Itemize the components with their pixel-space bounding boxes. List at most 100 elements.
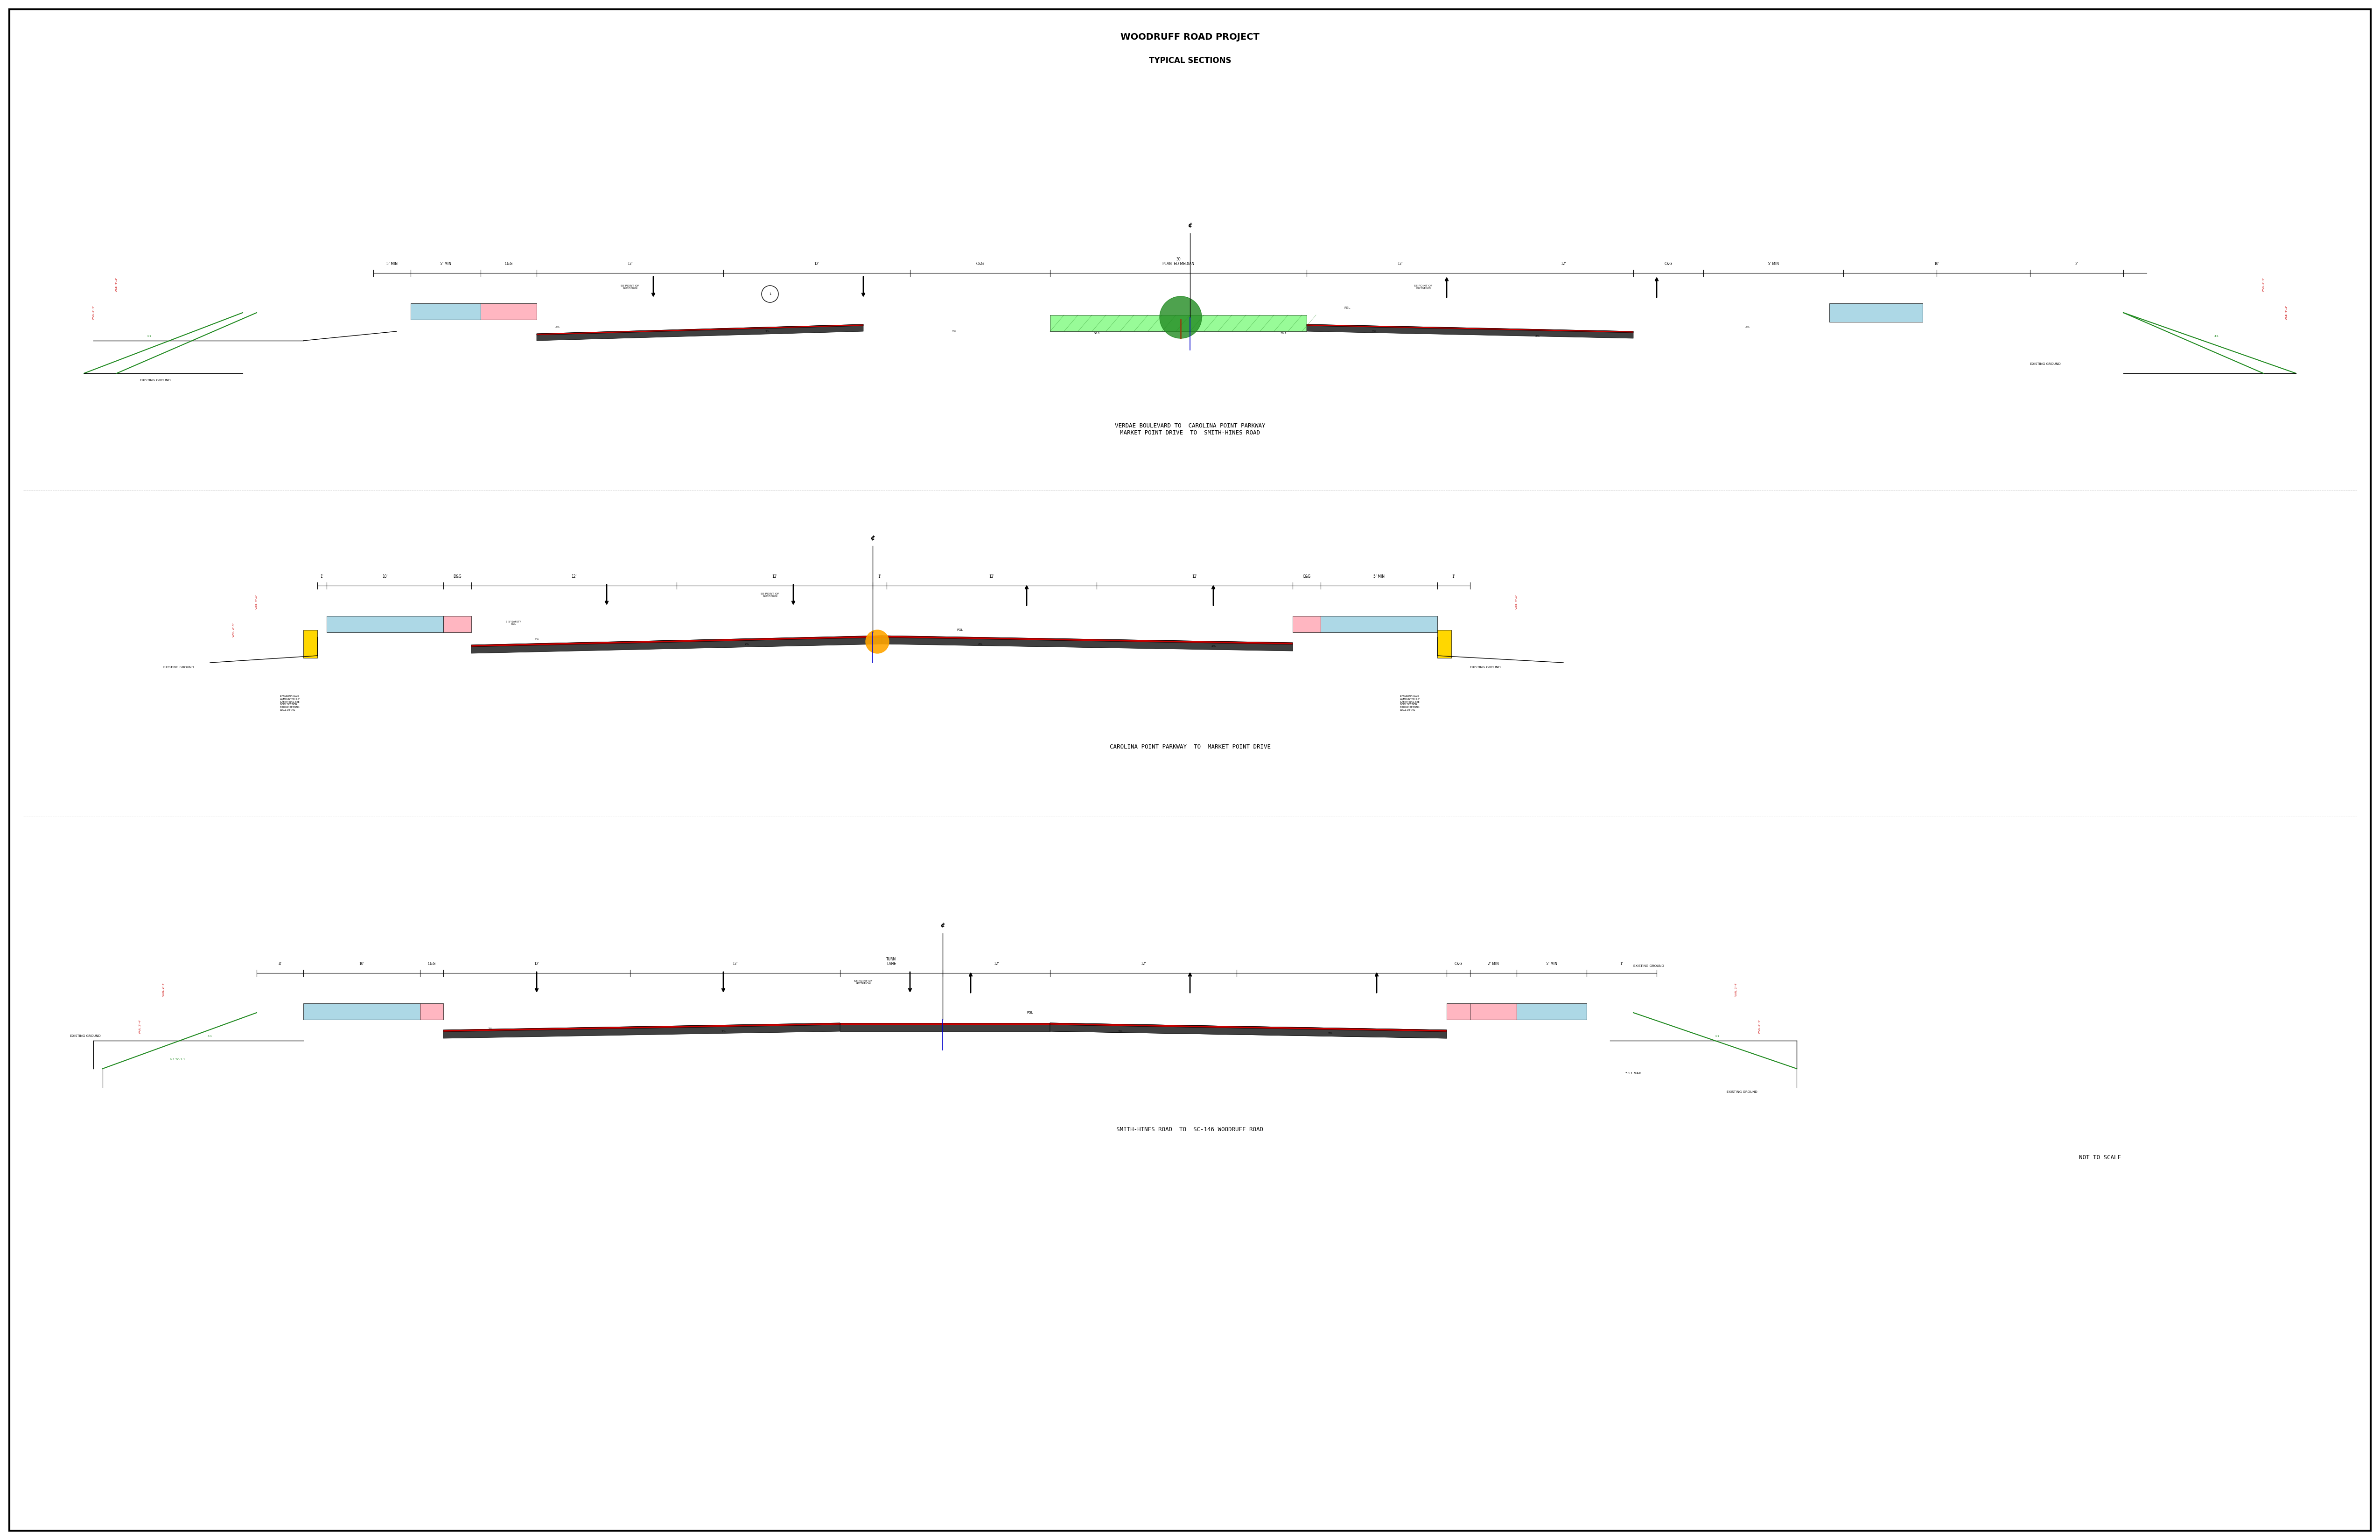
Text: C&G: C&G	[1664, 262, 1673, 266]
Polygon shape	[1307, 325, 1633, 339]
Text: WOODRUFF ROAD PROJECT: WOODRUFF ROAD PROJECT	[1121, 32, 1259, 42]
Text: 4:1: 4:1	[148, 334, 152, 337]
Bar	[326, 616, 443, 633]
Text: C&G: C&G	[976, 262, 983, 266]
Text: 1': 1'	[1452, 574, 1454, 579]
FancyBboxPatch shape	[10, 9, 2370, 1531]
Text: 50.1 MAX: 50.1 MAX	[1626, 1072, 1642, 1075]
Polygon shape	[883, 636, 1292, 644]
Text: SMITH-HINES ROAD  TO  SC-146 WOODRUFF ROAD: SMITH-HINES ROAD TO SC-146 WOODRUFF ROAD	[1116, 1126, 1264, 1132]
Text: EXISTING GROUND: EXISTING GROUND	[2030, 362, 2061, 365]
Text: 30
PLANTED MEDIAN: 30 PLANTED MEDIAN	[1161, 257, 1195, 266]
Bar	[1321, 616, 1438, 633]
Text: 10': 10'	[1935, 262, 1940, 266]
Bar	[412, 303, 481, 320]
Text: 1': 1'	[1621, 962, 1623, 966]
Text: 5' MIN: 5' MIN	[1547, 962, 1557, 966]
Text: D&G: D&G	[452, 574, 462, 579]
Text: 2%: 2%	[1328, 1032, 1333, 1035]
Text: 2%: 2%	[1211, 645, 1216, 647]
Text: 30.1: 30.1	[1280, 333, 1288, 334]
Text: 4:1: 4:1	[1716, 1035, 1721, 1036]
Text: SE POINT OF
ROTATION: SE POINT OF ROTATION	[762, 593, 778, 598]
Text: 4:1: 4:1	[207, 1035, 212, 1036]
Text: 2' MIN: 2' MIN	[1488, 962, 1499, 966]
Text: 2%: 2%	[1745, 325, 1749, 328]
Text: ¢: ¢	[871, 534, 876, 542]
Text: 2%: 2%	[766, 330, 771, 333]
Bar	[419, 1004, 443, 1019]
Bar	[1830, 303, 1923, 322]
Text: 4': 4'	[278, 962, 281, 966]
Polygon shape	[1050, 1023, 1447, 1038]
Text: 5' MIN: 5' MIN	[1768, 262, 1778, 266]
Polygon shape	[840, 1023, 1050, 1032]
Bar	[1516, 1004, 1587, 1019]
Polygon shape	[1050, 1023, 1447, 1038]
Text: PGL: PGL	[1026, 1012, 1033, 1013]
Text: 12': 12'	[1397, 262, 1402, 266]
Text: EXISTING GROUND: EXISTING GROUND	[140, 379, 171, 382]
Text: C&G: C&G	[1302, 574, 1311, 579]
Polygon shape	[443, 1023, 840, 1038]
Text: 5' MIN: 5' MIN	[1373, 574, 1385, 579]
Text: C&G: C&G	[1454, 962, 1461, 966]
Polygon shape	[1307, 325, 1633, 333]
Text: 12': 12'	[992, 962, 1000, 966]
Text: SE POINT OF
ROTATION: SE POINT OF ROTATION	[854, 979, 873, 986]
Text: 12': 12'	[628, 262, 633, 266]
Text: 1': 1'	[878, 574, 881, 579]
Circle shape	[1159, 296, 1202, 339]
Text: 12': 12'	[533, 962, 540, 966]
Text: ¢: ¢	[940, 922, 945, 929]
Text: 2%: 2%	[555, 325, 559, 328]
Text: RETAINING WALL
W/MOUNTED 3.5'
SAFETY RAIL SEE
BODY SECTION
BRIDGE RETAINC.
WALL : RETAINING WALL W/MOUNTED 3.5' SAFETY RAI…	[1399, 696, 1421, 711]
Text: EXISTING GROUND: EXISTING GROUND	[1633, 964, 1664, 967]
Bar	[481, 303, 536, 320]
Text: RETAINING WALL
W/MOUNTED 3.5'
SAFETY RAIL SEE
BODY SECTION
BRIDGE RETAINC.
WALL : RETAINING WALL W/MOUNTED 3.5' SAFETY RAI…	[281, 696, 300, 711]
Text: 10': 10'	[359, 962, 364, 966]
Text: 3.5' SAFETY
RAIL: 3.5' SAFETY RAIL	[507, 621, 521, 625]
Polygon shape	[1050, 1023, 1447, 1032]
Text: SE POINT OF
ROTATION: SE POINT OF ROTATION	[1414, 285, 1433, 290]
Text: 4:1: 4:1	[2213, 334, 2218, 337]
Text: EXISTING GROUND: EXISTING GROUND	[69, 1035, 100, 1038]
Text: PGL: PGL	[1345, 306, 1349, 310]
Bar	[443, 616, 471, 633]
Polygon shape	[536, 325, 864, 336]
Text: 12': 12'	[814, 262, 819, 266]
Bar	[1471, 1004, 1516, 1019]
Text: 30.1: 30.1	[1092, 333, 1100, 334]
Text: 12': 12'	[1192, 574, 1197, 579]
Text: 2%: 2%	[488, 1027, 493, 1030]
Polygon shape	[471, 636, 883, 653]
Text: NOT TO SCALE: NOT TO SCALE	[2080, 1155, 2121, 1160]
Polygon shape	[883, 636, 1292, 651]
Text: 5' MIN: 5' MIN	[440, 262, 452, 266]
Bar	[302, 630, 317, 658]
Bar	[302, 1004, 419, 1019]
Text: PGL: PGL	[957, 628, 964, 631]
Polygon shape	[536, 325, 864, 340]
Text: 2%: 2%	[1371, 330, 1376, 333]
Text: 2%: 2%	[536, 638, 538, 641]
Text: ¢: ¢	[1188, 222, 1192, 228]
Circle shape	[866, 630, 890, 653]
Text: 2%: 2%	[721, 1030, 726, 1032]
Text: 12': 12'	[733, 962, 738, 966]
Text: 1': 1'	[321, 574, 324, 579]
Text: 2%: 2%	[952, 330, 957, 333]
Text: CAROLINA POINT PARKWAY  TO  MARKET POINT DRIVE: CAROLINA POINT PARKWAY TO MARKET POINT D…	[1109, 744, 1271, 750]
Text: 12': 12'	[771, 574, 778, 579]
Text: 2%: 2%	[1119, 1030, 1123, 1032]
Text: 2%: 2%	[978, 642, 983, 645]
Text: EXISTING GROUND: EXISTING GROUND	[1471, 665, 1502, 668]
Polygon shape	[1050, 316, 1307, 331]
Text: C&G: C&G	[428, 962, 436, 966]
Text: 6:1 TO 2:1: 6:1 TO 2:1	[169, 1058, 186, 1061]
Text: C&G: C&G	[505, 262, 512, 266]
Text: 12': 12'	[571, 574, 576, 579]
Text: 10': 10'	[383, 574, 388, 579]
Text: 2%: 2%	[1535, 334, 1540, 337]
Bar	[1438, 630, 1452, 658]
